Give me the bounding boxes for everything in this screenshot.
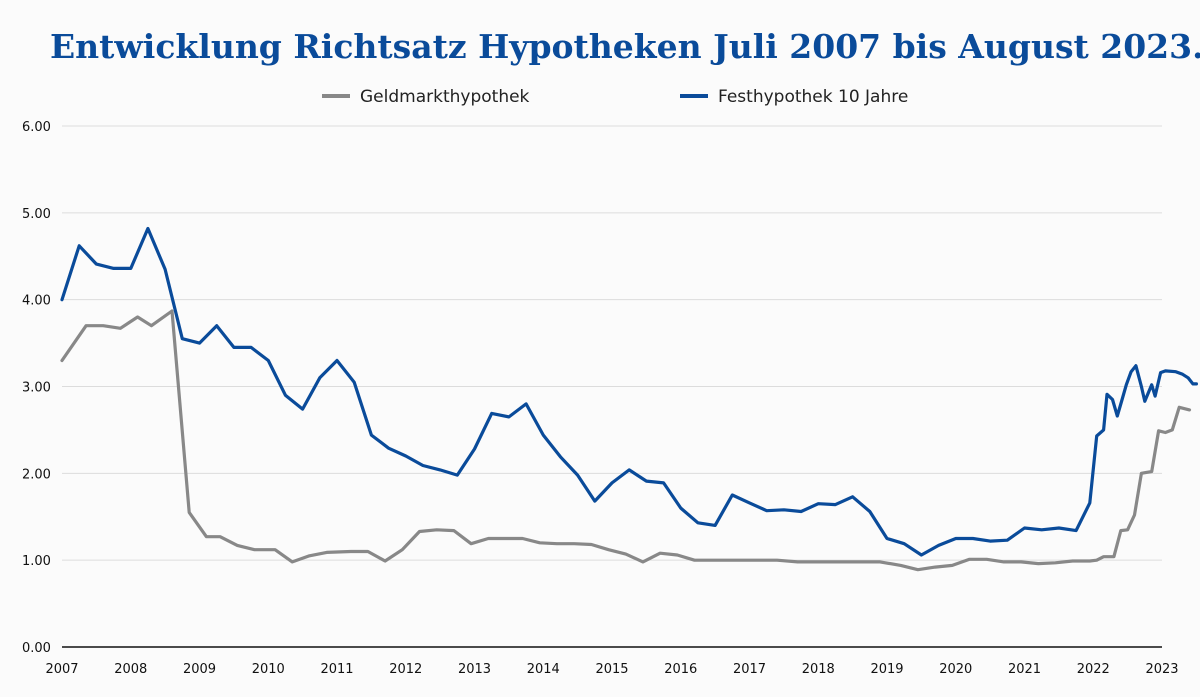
- series-lines: [60, 226, 1199, 572]
- x-tick-label: 2018: [802, 662, 835, 677]
- x-tick-label: 2013: [458, 662, 491, 677]
- x-tick-label: 2023: [1145, 662, 1178, 677]
- x-tick-label: 2012: [389, 662, 422, 677]
- y-tick-label: 2.00: [22, 467, 51, 482]
- y-tick-label: 1.00: [22, 554, 51, 569]
- chart-title: Entwicklung Richtsatz Hypotheken Juli 20…: [50, 27, 1200, 66]
- x-tick-label: 2022: [1077, 662, 1110, 677]
- x-axis-ticks: 2007 2008 2009 2010 2011 2012 2013 2014 2015 2016…: [45, 662, 1178, 677]
- grid-lines: [62, 125, 1162, 561]
- x-tick-label: 2017: [733, 662, 766, 677]
- x-tick-label: 2011: [320, 662, 353, 677]
- x-tick-label: 2008: [114, 662, 147, 677]
- legend-label-festhypothek: Festhypothek 10 Jahre: [718, 87, 908, 107]
- x-tick-label: 2007: [45, 662, 78, 677]
- legend-label-geldmarkthypothek: Geldmarkthypothek: [360, 87, 530, 107]
- y-axis-ticks: 0.00 1.00 2.00 3.00 4.00 5.00 6.00: [22, 120, 51, 656]
- y-tick-label: 4.00: [22, 294, 51, 309]
- y-tick-label: 5.00: [22, 207, 51, 222]
- x-tick-label: 2010: [252, 662, 285, 677]
- x-tick-label: 2019: [870, 662, 903, 677]
- y-tick-label: 6.00: [22, 120, 51, 135]
- series-line-geldmarkthypothek: [60, 309, 1192, 572]
- y-tick-label: 3.00: [22, 381, 51, 396]
- series-line-festhypothek: [60, 226, 1199, 557]
- x-tick-label: 2016: [664, 662, 697, 677]
- y-tick-label: 0.00: [22, 641, 51, 656]
- legend: Geldmarkthypothek Festhypothek 10 Jahre: [322, 87, 908, 107]
- x-tick-label: 2021: [1008, 662, 1041, 677]
- x-tick-label: 2009: [183, 662, 216, 677]
- x-tick-label: 2020: [939, 662, 972, 677]
- x-tick-label: 2015: [595, 662, 628, 677]
- x-tick-label: 2014: [527, 662, 560, 677]
